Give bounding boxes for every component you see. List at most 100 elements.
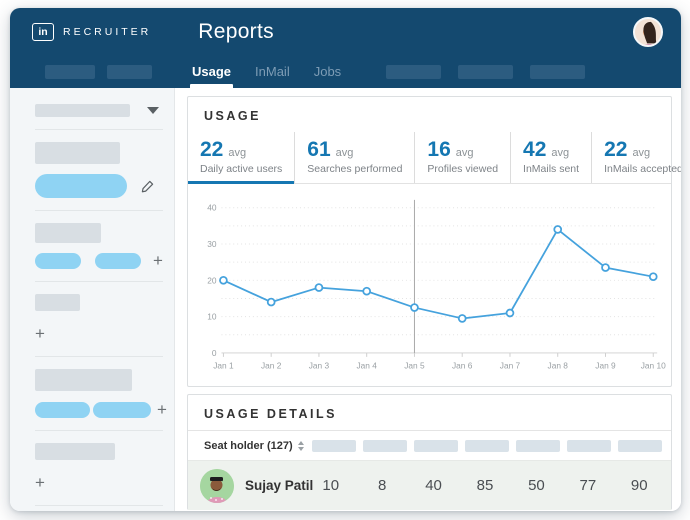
user-avatar-image (635, 18, 661, 45)
header-nav-bar: Usage InMail Jobs (10, 55, 681, 88)
plus-icon[interactable]: + (35, 473, 45, 492)
svg-text:Jan 7: Jan 7 (500, 361, 521, 371)
stat-value: 42 (523, 138, 547, 161)
nav-skeleton-bar (530, 64, 586, 79)
svg-text:Jan 3: Jan 3 (309, 361, 330, 371)
stat-unit: avg (228, 147, 247, 159)
seat-holder-name: Sujay Patil (245, 478, 314, 494)
user-avatar[interactable] (633, 16, 663, 47)
brand-name: RECRUITER (63, 25, 152, 38)
tab-jobs[interactable]: Jobs (313, 64, 342, 79)
stat-profiles-viewed[interactable]: 16 avg Profiles viewed (415, 132, 512, 183)
usage-details-title: USAGE DETAILS (204, 407, 337, 422)
sidebar-divider (35, 430, 163, 431)
svg-text:0: 0 (212, 348, 217, 358)
metric-cell: 50 (528, 477, 545, 495)
plus-icon[interactable]: + (153, 251, 163, 270)
tab-inmail[interactable]: InMail (255, 64, 290, 79)
seat-holder-avatar (200, 468, 234, 503)
sidebar-skeleton-pill (93, 401, 151, 418)
stat-searches-performed[interactable]: 61 avg Searches performed (295, 132, 416, 183)
stat-unit: avg (632, 147, 651, 159)
svg-text:Jan 2: Jan 2 (261, 361, 282, 371)
usage-details-card: USAGE DETAILS Seat holder (127) (187, 394, 672, 511)
metric-cell: 10 (322, 477, 340, 495)
svg-text:40: 40 (207, 203, 217, 213)
column-header-skeleton (312, 439, 357, 452)
column-header-skeleton (566, 439, 611, 452)
chevron-down-icon[interactable] (147, 107, 159, 114)
sidebar-divider (35, 281, 163, 282)
svg-text:Jan 9: Jan 9 (595, 361, 616, 371)
sidebar-skeleton-bar (35, 369, 132, 391)
column-header-skeleton (464, 439, 509, 452)
column-header-skeleton (515, 439, 560, 452)
sidebar-skeleton-pill (35, 252, 81, 269)
svg-text:20: 20 (207, 275, 217, 285)
sort-arrows-icon (297, 440, 304, 451)
nav-skeleton-bar (45, 64, 95, 79)
plus-icon[interactable]: + (35, 324, 45, 343)
svg-text:30: 30 (207, 239, 217, 249)
stat-value: 22 (200, 138, 224, 161)
page-title: Reports (198, 19, 274, 43)
usage-stats: 22 avg Daily active users 61 avg Searches … (188, 132, 681, 184)
table-header-row: Seat holder (127) (188, 430, 671, 460)
linkedin-logo[interactable]: in (32, 22, 54, 41)
stat-inmails-sent[interactable]: 42 avg InMails sent (511, 132, 593, 183)
svg-text:Jan 6: Jan 6 (452, 361, 473, 371)
sidebar-skeleton-bar (35, 104, 130, 117)
pencil-icon[interactable] (141, 180, 154, 193)
stat-unit: avg (335, 147, 354, 159)
stat-label: Searches performed (307, 163, 403, 175)
stat-unit: avg (455, 147, 474, 159)
sidebar-skeleton-bar (35, 443, 115, 460)
sidebar-skeleton-bar (35, 142, 120, 164)
plus-icon[interactable]: + (157, 400, 167, 419)
sidebar-skeleton-pill (35, 401, 90, 418)
metric-cell: 85 (476, 477, 494, 495)
stat-daily-active-users[interactable]: 22 avg Daily active users (188, 132, 296, 184)
stat-label: InMails sent (523, 163, 580, 175)
usage-card: USAGE 22 avg Daily active users 61 avg Sea… (187, 96, 681, 388)
column-header-skeleton (617, 439, 662, 452)
metric-cell: 8 (377, 477, 387, 495)
tab-usage[interactable]: Usage (180, 55, 243, 88)
column-header-skeleton (363, 439, 408, 452)
stat-value: 22 (604, 138, 628, 161)
nav-skeleton-bar (107, 64, 152, 79)
seat-holder-cell: Sujay Patil (200, 468, 313, 503)
seat-holder-label: Seat holder (127) (204, 439, 293, 452)
app-header: in RECRUITER Reports Usage (10, 8, 681, 88)
svg-text:Jan 1: Jan 1 (213, 361, 234, 371)
svg-text:Jan 10: Jan 10 (641, 361, 666, 371)
stat-unit: avg (551, 147, 570, 159)
stat-label: Profiles viewed (427, 163, 499, 175)
sidebar-divider (35, 210, 163, 211)
chart-area: Jan 1 Jan 2 Jan 3 Jan 4 Jan 5 Jan 6 Jan 7 Jan 8… (188, 184, 671, 386)
sidebar-skeleton-bar (35, 294, 80, 311)
svg-text:10: 10 (207, 312, 217, 322)
sidebar-divider (35, 505, 163, 506)
metric-cell: 77 (579, 477, 597, 495)
app-window: in RECRUITER Reports Usage (10, 8, 681, 511)
svg-text:Jan 8: Jan 8 (548, 361, 569, 371)
stat-value: 61 (307, 138, 331, 161)
column-header-skeleton (414, 439, 459, 452)
metric-cell: 40 (425, 477, 442, 495)
table-row[interactable]: Sujay Patil 10 8 40 85 50 77 90 (188, 460, 671, 511)
metric-cell: 90 (630, 477, 648, 495)
sort-seat-holder[interactable]: Seat holder (127) (204, 440, 309, 452)
usage-card-title: USAGE (204, 109, 261, 123)
sidebar-skeleton-bar (35, 223, 101, 243)
report-tabs: Usage InMail Jobs (180, 55, 353, 88)
stat-label: InMails accepted (604, 163, 681, 175)
svg-text:Jan 5: Jan 5 (404, 361, 425, 371)
nav-skeleton-group (369, 64, 586, 79)
stat-inmails-accepted[interactable]: 22 avg InMails accepted (592, 132, 681, 183)
sidebar-skeleton-pill (35, 174, 127, 198)
svg-text:Jan 4: Jan 4 (357, 361, 378, 371)
usage-line-chart: Jan 1 Jan 2 Jan 3 Jan 4 Jan 5 Jan 6 Jan 7 Jan 8… (207, 199, 666, 371)
nav-skeleton-bar (458, 64, 514, 79)
